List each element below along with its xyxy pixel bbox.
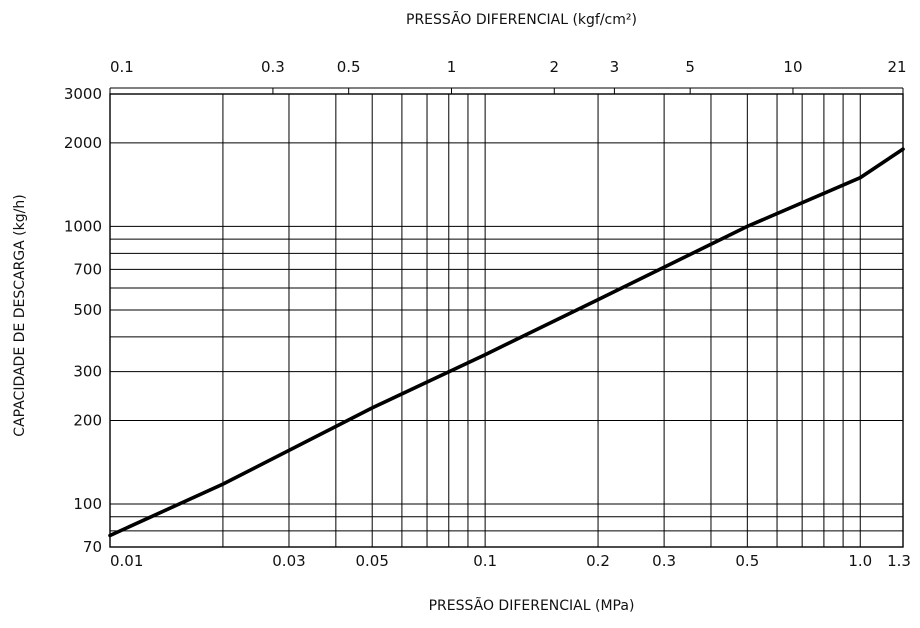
x2-tick-label: 0.3: [261, 58, 285, 76]
x2-tick-labels: 0.1 0.3 0.5 1 2 3 5 10 21: [110, 58, 907, 76]
x-tick-label: 0.03: [272, 552, 305, 570]
x-tick-label: 0.01: [110, 552, 143, 570]
y-tick-label: 3000: [64, 85, 102, 103]
x-tick-label: 0.2: [586, 552, 610, 570]
plot-frame: [109, 93, 904, 548]
y-tick-label: 1000: [64, 217, 102, 235]
x2-tick-label: 1: [447, 58, 457, 76]
x2-tick-label: 5: [685, 58, 695, 76]
y-tick-label: 100: [73, 495, 102, 513]
x-tick-label: 0.3: [652, 552, 676, 570]
x2-tick-label: 0.1: [110, 58, 134, 76]
y-tick-label: 500: [73, 301, 102, 319]
top-axis: [109, 87, 904, 94]
discharge-capacity-line: [108, 147, 905, 538]
x-tick-label: 0.5: [735, 552, 759, 570]
x-tick-labels: 0.01 0.03 0.05 0.1 0.2 0.3 0.5 1.0 1.3: [110, 552, 911, 570]
y-tick-labels: 70 100 200 300 500 700 1000 2000 3000: [64, 85, 102, 556]
y-tick-label: 700: [73, 260, 102, 278]
x2-tick-label: 3: [610, 58, 620, 76]
x2-axis-title: PRESSÃO DIFERENCIAL (kgf/cm²): [406, 11, 637, 28]
series-group: [108, 147, 905, 538]
y-grid-lines: [110, 142, 903, 532]
x-tick-label: 1.0: [848, 552, 872, 570]
x2-tick-label: 0.5: [337, 58, 361, 76]
x-tick-label: 0.05: [356, 552, 389, 570]
y-tick-label: 70: [83, 538, 102, 556]
x-grid-lines: [222, 94, 861, 547]
x-tick-label: 1.3: [887, 552, 911, 570]
x2-tick-label: 21: [887, 58, 906, 76]
x-tick-label: 0.1: [473, 552, 497, 570]
y-tick-label: 200: [73, 411, 102, 429]
x2-tick-label: 2: [550, 58, 560, 76]
y-tick-label: 2000: [64, 134, 102, 152]
x-axis-title: PRESSÃO DIFERENCIAL (MPa): [429, 597, 635, 614]
y-tick-label: 300: [73, 363, 102, 381]
x2-tick-label: 10: [783, 58, 802, 76]
y-axis-title: CAPACIDADE DE DESCARGA (kg/h): [12, 194, 28, 436]
